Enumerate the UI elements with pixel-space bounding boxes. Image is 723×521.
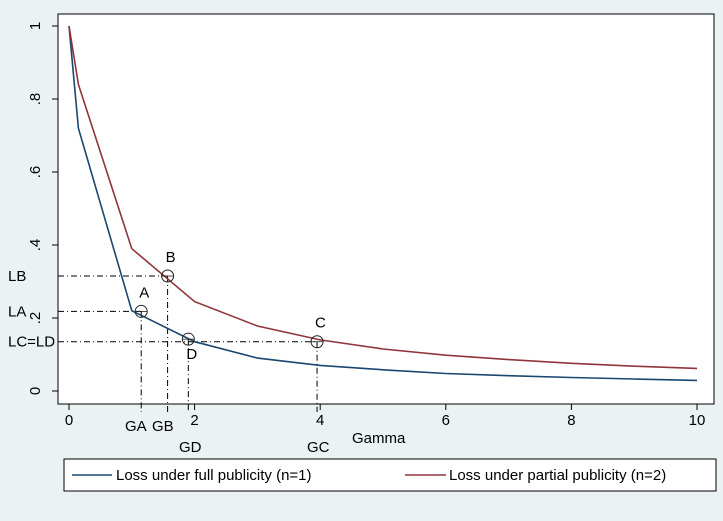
point-label: C: [315, 315, 326, 332]
y-reference-label: LA: [8, 303, 26, 320]
legend-label: Loss under full publicity (n=1): [116, 467, 312, 484]
reference-lines: [58, 275, 318, 412]
x-tick-label: 8: [567, 412, 575, 429]
y-reference-label: LC=LD: [8, 334, 55, 351]
legend-box: [63, 458, 717, 492]
x-tick-label: 0: [65, 412, 73, 429]
point-label: A: [139, 284, 149, 301]
axes: 0 2 4 6 8 10 0 .2 .4 .6 .8 1: [27, 22, 705, 429]
x-tick-label: 6: [442, 412, 450, 429]
y-reference-label: LB: [8, 268, 26, 285]
x-tick-label: 2: [190, 412, 198, 429]
y-tick-label: .2: [27, 312, 44, 325]
x-tick-label: 4: [316, 412, 324, 429]
y-tick-label: 0: [27, 387, 44, 395]
y-tick-label: .4: [27, 239, 44, 252]
x-reference-label: GA: [125, 418, 147, 435]
reference-labels: LA LB LC=LD GA GB GC GD: [8, 268, 330, 456]
legend-label: Loss under partial publicity (n=2): [449, 467, 666, 484]
point-label: B: [166, 249, 176, 266]
point-annotations: A B C D: [134, 249, 326, 363]
legend: Loss under full publicity (n=1) Loss unde…: [63, 458, 717, 492]
x-reference-label: GC: [307, 439, 330, 456]
series-line: [68, 25, 698, 382]
series-lines: [68, 25, 698, 382]
y-tick-label: 1: [27, 22, 44, 30]
x-axis-title: Gamma: [352, 430, 406, 447]
series-line: [68, 25, 698, 370]
y-tick-label: .6: [27, 166, 44, 179]
y-tick-label: .8: [27, 93, 44, 106]
x-reference-label: GD: [179, 439, 202, 456]
x-reference-label: GB: [152, 418, 174, 435]
x-tick-label: 10: [689, 412, 706, 429]
point-label: D: [186, 346, 197, 363]
plot-region: [57, 13, 715, 405]
